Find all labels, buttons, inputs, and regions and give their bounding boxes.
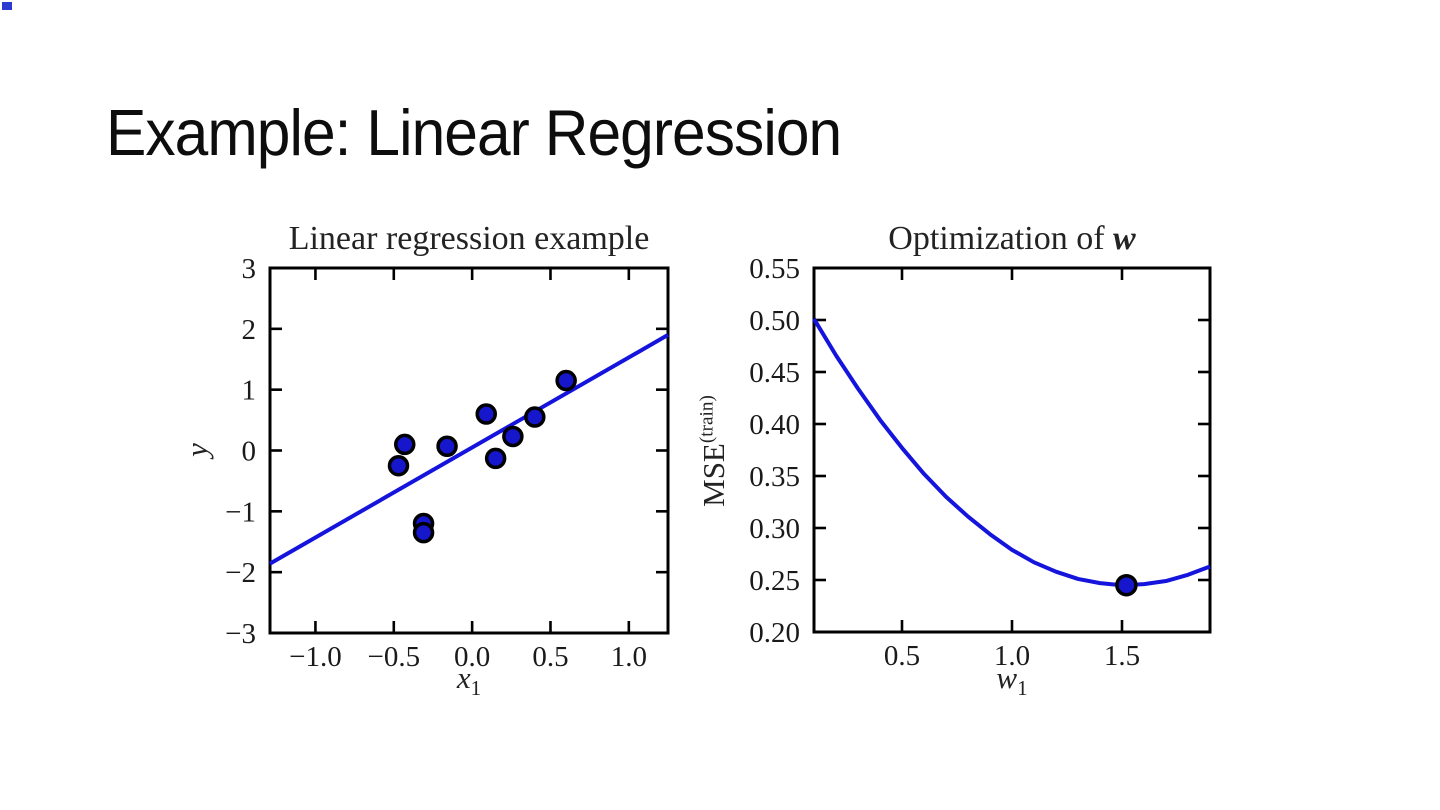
y-tick-label: 3 xyxy=(242,253,257,285)
y-tick-label: 0.50 xyxy=(749,305,800,337)
right-chart-title: Optimization of w xyxy=(888,220,1136,257)
corner-marker xyxy=(2,2,12,10)
y-tick-label: 2 xyxy=(242,314,257,346)
y-tick-label: 0.55 xyxy=(749,253,800,285)
right-x-axis-label: w1 xyxy=(996,660,1028,701)
x-tick-label: 0.5 xyxy=(884,640,920,672)
y-tick-label: 0.30 xyxy=(749,513,800,545)
x-tick-label: 0.0 xyxy=(454,641,490,673)
data-point xyxy=(436,435,458,457)
regression-line xyxy=(269,333,669,566)
left-x-axis-label: x1 xyxy=(456,660,482,701)
data-point xyxy=(502,425,524,448)
data-point xyxy=(387,454,410,477)
mse-optimization-plot: 0.5 1.0 1.5 0.55 0.50 0.45 0.40 0.35 0.30 0.25 0.2… xyxy=(749,253,1212,672)
y-tick-label: 0.40 xyxy=(749,409,800,441)
x-tick-label: 1.0 xyxy=(611,641,647,673)
x-tick-label: 1.5 xyxy=(1104,640,1140,672)
y-tick-label: 0 xyxy=(242,436,257,468)
slide-title: Example: Linear Regression xyxy=(106,96,842,169)
linear-regression-plot: −1.0 −0.5 0.0 0.5 1.0 3 2 1 0 −1 −2 −3 xyxy=(225,253,670,673)
left-chart-title: Linear regression example xyxy=(288,220,650,257)
y-tick-label: −3 xyxy=(225,618,256,650)
y-tick-label: −1 xyxy=(225,496,256,528)
data-point xyxy=(484,447,507,470)
plot-frame xyxy=(812,266,1212,634)
y-tick-label: 0.35 xyxy=(749,461,800,493)
x-tick-label: −0.5 xyxy=(367,641,420,673)
mse-curve xyxy=(812,317,1211,588)
data-point xyxy=(524,406,546,428)
y-tick-label: 1 xyxy=(242,375,257,407)
minimum-point xyxy=(1115,573,1138,597)
data-point xyxy=(555,369,577,392)
data-point xyxy=(475,403,497,425)
y-tick-label: 0.20 xyxy=(749,617,800,649)
plot-frame xyxy=(268,266,670,635)
data-point xyxy=(412,521,435,544)
x-tick-label: −1.0 xyxy=(289,641,342,673)
y-tick-label: 0.25 xyxy=(749,565,800,597)
y-tick-label: 0.45 xyxy=(749,357,800,389)
y-tick-label: −2 xyxy=(225,557,256,589)
left-y-axis-label: y xyxy=(179,443,214,457)
data-point xyxy=(394,433,416,456)
x-tick-label: 0.5 xyxy=(532,641,568,673)
right-y-axis-label: MSE(train) xyxy=(696,395,731,507)
x-tick-label: 1.0 xyxy=(994,640,1030,672)
